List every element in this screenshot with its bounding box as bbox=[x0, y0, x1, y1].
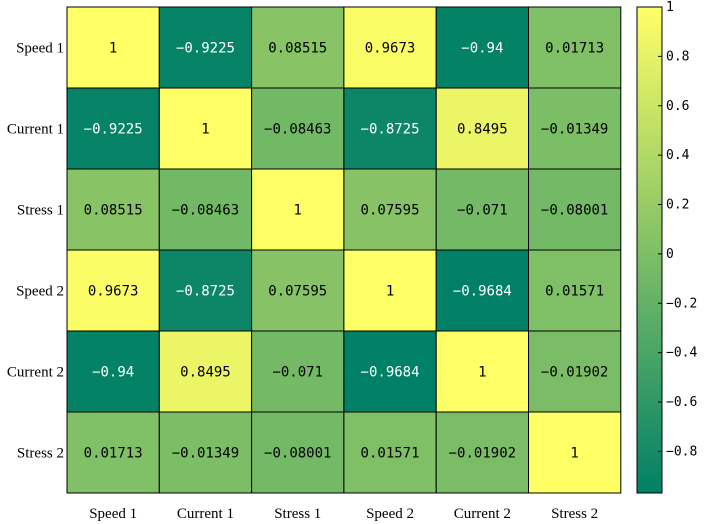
row-label: Current 2 bbox=[7, 365, 64, 381]
cell-value-label: −0.9684 bbox=[453, 284, 512, 300]
heatmap-cell bbox=[528, 168, 622, 251]
heatmap-cells: 1 −0.9225 0.08515 0.9673 −0.94 0.01713 −0.9225… bbox=[66, 6, 622, 494]
colorbar-tick-label: −0.2 bbox=[666, 296, 697, 311]
cell-value-label: −0.8725 bbox=[176, 284, 235, 300]
heatmap-cell bbox=[343, 330, 437, 413]
colorbar-tick-label: 0.8 bbox=[666, 49, 689, 64]
cell-value-label: 0.9673 bbox=[88, 284, 139, 300]
heatmap-cell bbox=[528, 6, 622, 89]
cell-value-label: −0.071 bbox=[272, 365, 323, 381]
colorbar-gradient bbox=[636, 6, 663, 494]
cell-value-label: 0.08515 bbox=[84, 203, 143, 219]
column-label: Speed 2 bbox=[366, 506, 414, 522]
heatmap-cell bbox=[528, 330, 622, 413]
cell-value-label: 1 bbox=[386, 284, 394, 300]
cell-value-label: 1 bbox=[478, 365, 486, 381]
cell-value-label: 0.9673 bbox=[365, 41, 416, 57]
heatmap-cell bbox=[251, 6, 345, 89]
column-label: Stress 1 bbox=[274, 506, 321, 522]
heatmap-cell bbox=[343, 87, 437, 170]
row-label: Current 1 bbox=[7, 122, 64, 138]
column-label: Current 1 bbox=[177, 506, 234, 522]
heatmap-cell bbox=[343, 168, 437, 251]
cell-value-label: 1 bbox=[294, 203, 302, 219]
cell-value-label: −0.94 bbox=[92, 365, 134, 381]
colorbar-tick-label: 0.2 bbox=[666, 198, 689, 213]
cell-value-label: 0.01713 bbox=[545, 41, 604, 57]
cell-value-label: −0.071 bbox=[457, 203, 508, 219]
cell-value-label: 0.07595 bbox=[361, 203, 420, 219]
colorbar-tick-label: −0.4 bbox=[666, 346, 697, 361]
row-label: Speed 2 bbox=[16, 284, 64, 300]
cell-value-label: −0.01349 bbox=[541, 122, 608, 138]
cell-value-label: 0.07595 bbox=[268, 284, 327, 300]
cell-value-label: −0.9225 bbox=[176, 41, 235, 57]
cell-value-label: −0.9225 bbox=[84, 122, 143, 138]
heatmap-cell bbox=[435, 411, 530, 494]
column-label: Speed 1 bbox=[89, 506, 137, 522]
cell-value-label: 0.01713 bbox=[84, 446, 143, 462]
cell-value-label: 0.01571 bbox=[361, 446, 420, 462]
heatmap-cell bbox=[66, 330, 160, 413]
heatmap-cell bbox=[528, 411, 622, 494]
heatmap-cell bbox=[251, 168, 345, 251]
column-label: Current 2 bbox=[454, 506, 511, 522]
cell-value-label: −0.01902 bbox=[449, 446, 516, 462]
cell-value-label: −0.01902 bbox=[541, 365, 608, 381]
heatmap-cell bbox=[66, 6, 160, 89]
heatmap-cell bbox=[435, 249, 530, 332]
row-label: Stress 1 bbox=[17, 203, 64, 219]
cell-value-label: 0.08515 bbox=[268, 41, 327, 57]
heatmap-cell bbox=[158, 249, 253, 332]
cell-value-label: −0.8725 bbox=[361, 122, 420, 138]
column-labels: Speed 1 Current 1 Stress 1 Speed 2 Current 2… bbox=[89, 506, 598, 522]
heatmap-cell bbox=[66, 168, 160, 251]
heatmap-cell bbox=[251, 330, 345, 413]
colorbar-tick-label: −0.8 bbox=[666, 444, 697, 459]
cell-value-label: −0.08463 bbox=[172, 203, 239, 219]
row-label: Speed 1 bbox=[16, 41, 64, 57]
heatmap-cell bbox=[343, 411, 437, 494]
heatmap-cell bbox=[343, 249, 437, 332]
column-label: Stress 2 bbox=[551, 506, 598, 522]
cell-value-label: −0.08001 bbox=[264, 446, 331, 462]
cell-value-label: −0.08463 bbox=[264, 122, 331, 138]
cell-value-label: 1 bbox=[109, 41, 117, 57]
heatmap-cell bbox=[435, 330, 530, 413]
heatmap-cell bbox=[528, 249, 622, 332]
colorbar-tick-label: 0 bbox=[666, 247, 674, 262]
cell-value-label: 0.8495 bbox=[180, 365, 231, 381]
heatmap-cell bbox=[158, 168, 253, 251]
row-labels: Speed 1 Current 1 Stress 1 Speed 2 Current 2… bbox=[7, 41, 64, 462]
heatmap-cell bbox=[158, 6, 253, 89]
cell-value-label: 0.01571 bbox=[545, 284, 604, 300]
cell-value-label: 1 bbox=[570, 446, 578, 462]
cell-value-label: −0.94 bbox=[461, 41, 503, 57]
colorbar-tick-label: 0.4 bbox=[666, 148, 690, 163]
heatmap-cell bbox=[435, 6, 530, 89]
colorbar-ticks: 1 0.8 0.6 0.4 0.2 0 −0.2 −0.4 −0.6 −0.8 bbox=[658, 0, 697, 459]
cell-value-label: 0.8495 bbox=[457, 122, 508, 138]
heatmap-cell bbox=[251, 249, 345, 332]
heatmap-cell bbox=[66, 411, 160, 494]
cell-value-label: 1 bbox=[201, 122, 209, 138]
heatmap-cell bbox=[343, 6, 437, 89]
row-label: Stress 2 bbox=[17, 446, 64, 462]
heatmap-cell bbox=[435, 168, 530, 251]
heatmap-cell bbox=[158, 87, 253, 170]
colorbar: 1 0.8 0.6 0.4 0.2 0 −0.2 −0.4 −0.6 −0.8 bbox=[636, 0, 697, 494]
colorbar-tick-label: 0.6 bbox=[666, 99, 689, 114]
heatmap-cell bbox=[528, 87, 622, 170]
cell-value-label: −0.9684 bbox=[361, 365, 420, 381]
cell-value-label: −0.01349 bbox=[172, 446, 239, 462]
cell-value-label: −0.08001 bbox=[541, 203, 608, 219]
colorbar-tick-label: 1 bbox=[666, 0, 674, 15]
heatmap-cell bbox=[66, 249, 160, 332]
colorbar-tick-label: −0.6 bbox=[666, 395, 697, 410]
